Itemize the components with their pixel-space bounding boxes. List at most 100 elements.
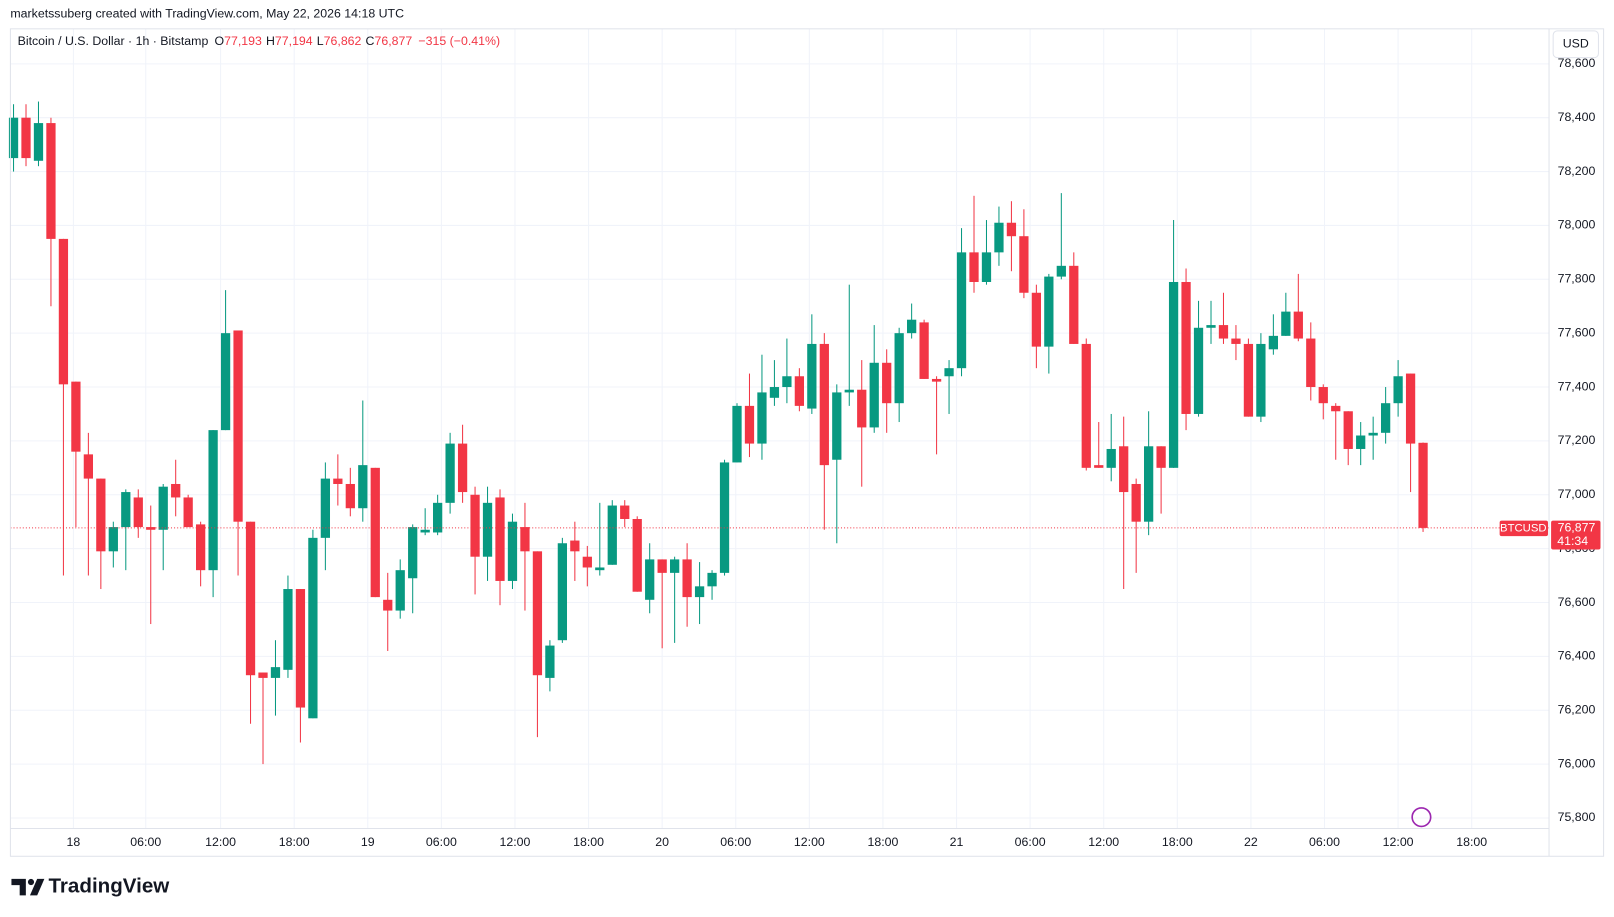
y-tick-label: 77,400	[1558, 379, 1596, 393]
candle-body	[1044, 276, 1054, 347]
y-tick-label: 75,800	[1558, 810, 1596, 824]
ohlc-value: 76,877	[374, 34, 412, 48]
x-tick-label: 20	[655, 835, 669, 849]
candle-body	[732, 405, 742, 463]
candle-body	[744, 405, 755, 444]
candle-body	[532, 551, 543, 676]
candle-body	[445, 443, 455, 503]
y-tick-label: 76,000	[1558, 756, 1596, 770]
candle-body	[1231, 338, 1241, 344]
candle-body	[956, 252, 967, 369]
candle-body	[994, 222, 1004, 253]
candle-body	[183, 497, 193, 528]
candle-body	[270, 667, 281, 678]
y-tick-label: 78,600	[1558, 56, 1596, 70]
candle-body	[1306, 338, 1316, 388]
candle-body	[158, 486, 168, 530]
candle-body	[133, 497, 143, 528]
candle-body	[320, 478, 331, 538]
symbol-tag	[1499, 520, 1549, 537]
candle-body	[121, 492, 131, 528]
candle-body	[58, 238, 69, 385]
candle-body	[457, 443, 468, 493]
candle-body	[782, 376, 792, 388]
currency[interactable]: USD	[1563, 37, 1589, 51]
candle-body	[308, 537, 318, 719]
candle-body	[1218, 325, 1229, 339]
logo-mark	[29, 878, 45, 896]
y-tick-label: 76,400	[1558, 649, 1596, 663]
y-tick-label: 77,200	[1558, 433, 1596, 447]
currency-button[interactable]	[1552, 30, 1599, 59]
candle-body	[1381, 403, 1391, 433]
y-tick-label: 77,000	[1558, 487, 1596, 501]
x-tick-label: 22	[1244, 835, 1258, 849]
candle-body	[944, 368, 954, 377]
candle-body	[333, 478, 343, 484]
candle-body	[582, 556, 592, 568]
x-tick-label: 18:00	[1456, 835, 1487, 849]
x-tick-label: 18:00	[573, 835, 604, 849]
y-tick-label: 76,200	[1558, 702, 1596, 716]
candle-body	[1206, 325, 1216, 328]
candle-body	[882, 362, 892, 404]
ohlc-key: C	[366, 34, 375, 48]
candle-body	[819, 343, 829, 466]
candle-body	[96, 478, 106, 552]
candle-body	[607, 505, 617, 565]
candle-body	[1318, 387, 1328, 404]
y-tick-label: 78,200	[1558, 164, 1596, 178]
x-tick-label: 21	[950, 835, 964, 849]
candle-body	[844, 389, 854, 393]
x-tick-label: 12:00	[1383, 835, 1414, 849]
candle-body	[196, 524, 206, 571]
candle-body	[71, 381, 81, 452]
lightning-icon[interactable]	[1411, 807, 1432, 828]
candle-body	[470, 494, 480, 557]
candle-body	[283, 589, 293, 670]
frame	[9, 28, 1605, 857]
grid	[10, 28, 1550, 829]
candle-body	[208, 430, 218, 571]
x-tick-label: 06:00	[720, 835, 751, 849]
brand: TradingView	[48, 875, 170, 898]
change: −315 (−0.41%)	[418, 34, 500, 48]
candle-body	[907, 319, 917, 334]
x-tick-label: 06:00	[130, 835, 161, 849]
candle-body	[931, 378, 942, 382]
x-tick-label: 12:00	[794, 835, 825, 849]
symbol: Bitcoin / U.S. Dollar · 1h · Bitstamp	[18, 34, 209, 48]
candle-body	[620, 505, 630, 520]
candle-body	[33, 123, 44, 161]
candle-body	[46, 123, 56, 239]
candle-body	[1181, 281, 1191, 414]
candle-body	[8, 117, 19, 159]
candle-body	[295, 589, 306, 708]
candle-body	[1268, 335, 1279, 350]
candles	[8, 101, 1550, 765]
candle-body	[507, 521, 518, 581]
price-tag-label: 76,877	[1558, 521, 1596, 535]
candle-body	[1056, 265, 1066, 277]
candle-body	[408, 527, 418, 579]
candle-body	[670, 559, 680, 573]
candle-body	[794, 376, 805, 406]
x-tick-label: 06:00	[1015, 835, 1046, 849]
attribution: marketssuberg created with TradingView.c…	[10, 7, 404, 21]
candle-body	[1006, 222, 1017, 237]
candle-body	[757, 392, 767, 444]
logo	[11, 878, 45, 896]
ohlc-value: 77,194	[275, 34, 313, 48]
candle-body	[769, 387, 780, 398]
candle-body	[370, 467, 380, 598]
candle-body	[570, 540, 580, 552]
candle-body	[358, 465, 368, 509]
candle-body	[1243, 343, 1254, 417]
candle-body	[420, 529, 430, 533]
candle-body	[146, 527, 156, 530]
symbol-tag-label: BTCUSD	[1500, 522, 1547, 534]
candle-body	[682, 559, 692, 598]
candle-body	[1418, 442, 1428, 528]
x-tick-label: 19	[361, 835, 375, 849]
